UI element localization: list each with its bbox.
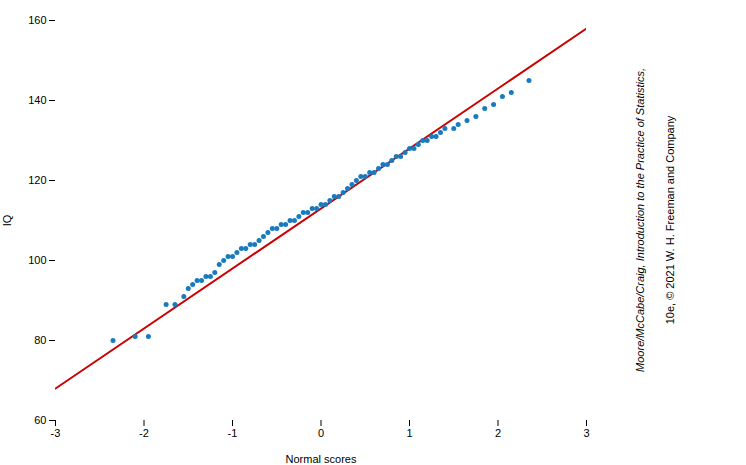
svg-text:Moore/McCabe/Craig, Introducti: Moore/McCabe/Craig, Introduction to the … [634, 68, 646, 372]
svg-text:-2: -2 [139, 427, 149, 439]
svg-text:120: 120 [28, 174, 46, 186]
svg-text:-3: -3 [51, 427, 61, 439]
svg-text:2: 2 [495, 427, 501, 439]
svg-text:3: 3 [583, 427, 589, 439]
svg-text:IQ: IQ [1, 214, 13, 226]
svg-text:1: 1 [406, 427, 412, 439]
svg-text:100: 100 [28, 254, 46, 266]
svg-text:10e, © 2021 W. H. Freeman and: 10e, © 2021 W. H. Freeman and Company [664, 115, 676, 324]
svg-text:-1: -1 [228, 427, 238, 439]
svg-text:60: 60 [34, 414, 46, 426]
svg-text:Normal scores: Normal scores [286, 453, 357, 465]
svg-text:160: 160 [28, 14, 46, 26]
svg-text:140: 140 [28, 94, 46, 106]
svg-text:80: 80 [34, 334, 46, 346]
svg-text:0: 0 [318, 427, 324, 439]
